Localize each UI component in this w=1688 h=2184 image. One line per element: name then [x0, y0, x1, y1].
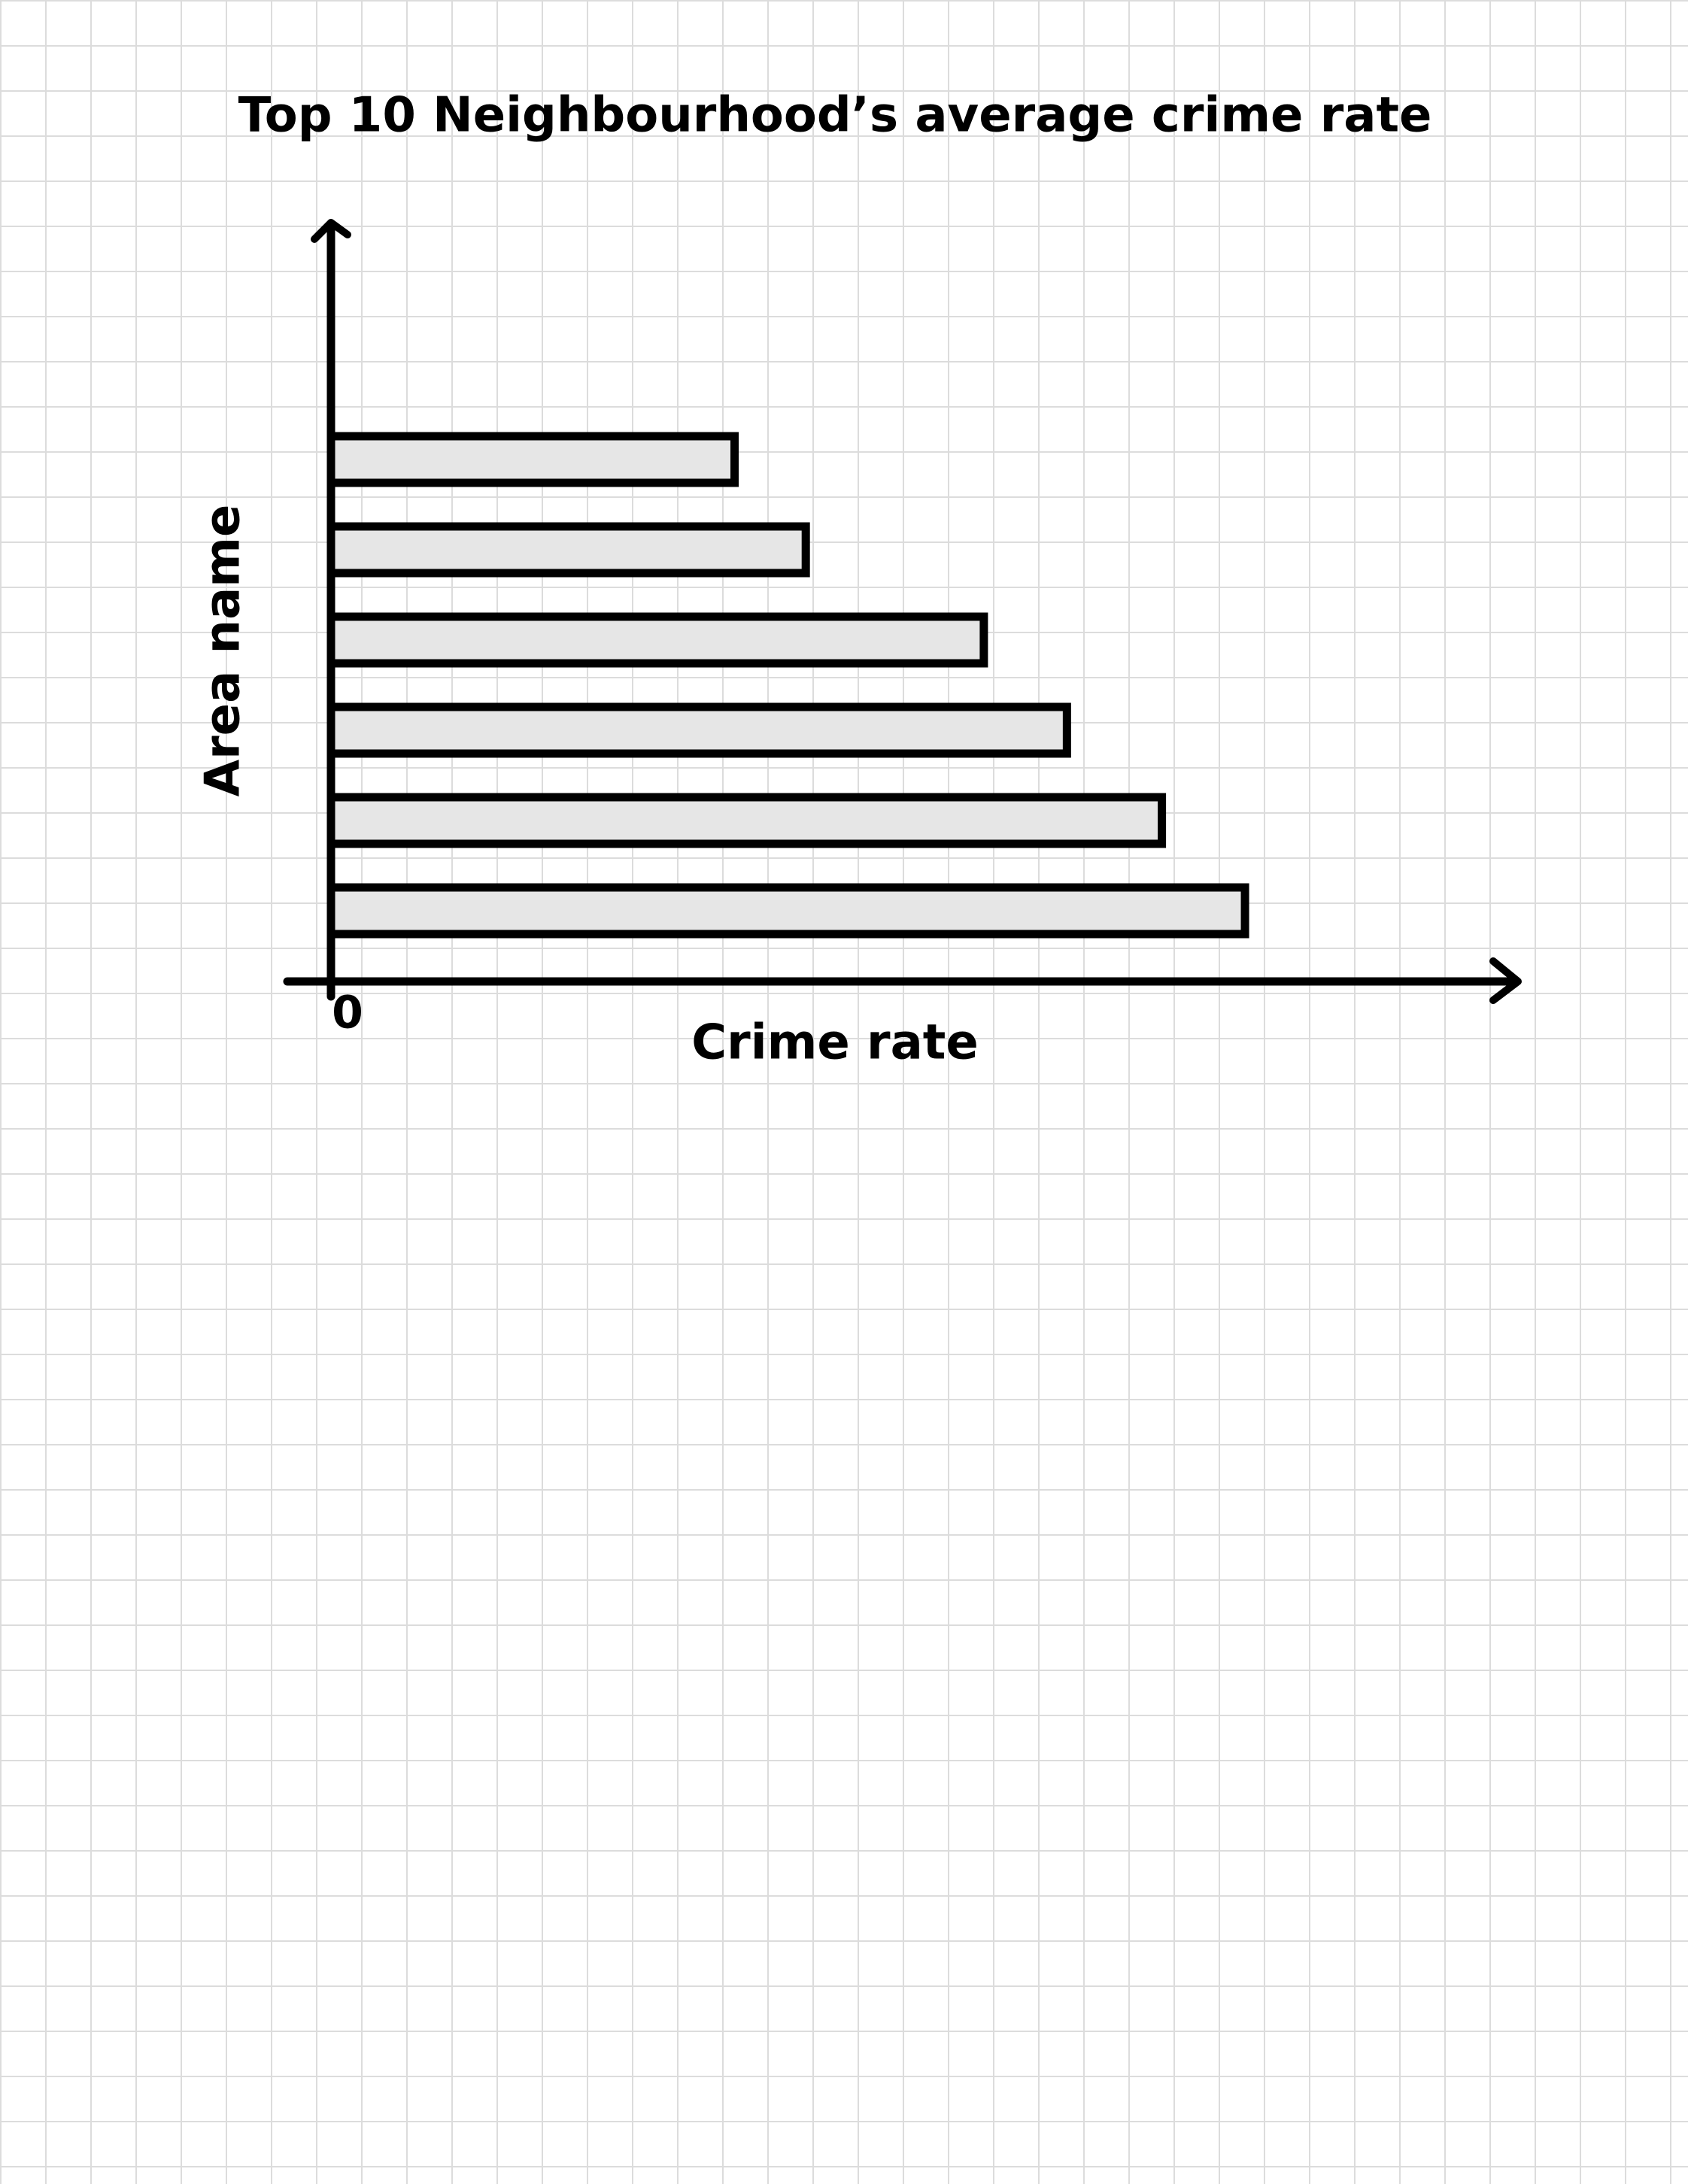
- bar: [326, 612, 988, 668]
- y-axis-label: Area name: [196, 505, 251, 797]
- bar: [326, 793, 1167, 848]
- bar: [326, 432, 739, 487]
- bar: [326, 883, 1249, 939]
- chart-title: Top 10 Neighbourhood’s average crime rat…: [238, 88, 1432, 144]
- bar: [326, 702, 1071, 758]
- x-axis-arrow: [1489, 957, 1522, 1004]
- bar: [326, 522, 810, 578]
- x-axis-label: Crime rate: [691, 1015, 979, 1071]
- x-tick-label: 0: [332, 987, 363, 1039]
- y-axis-arrow: [311, 219, 351, 243]
